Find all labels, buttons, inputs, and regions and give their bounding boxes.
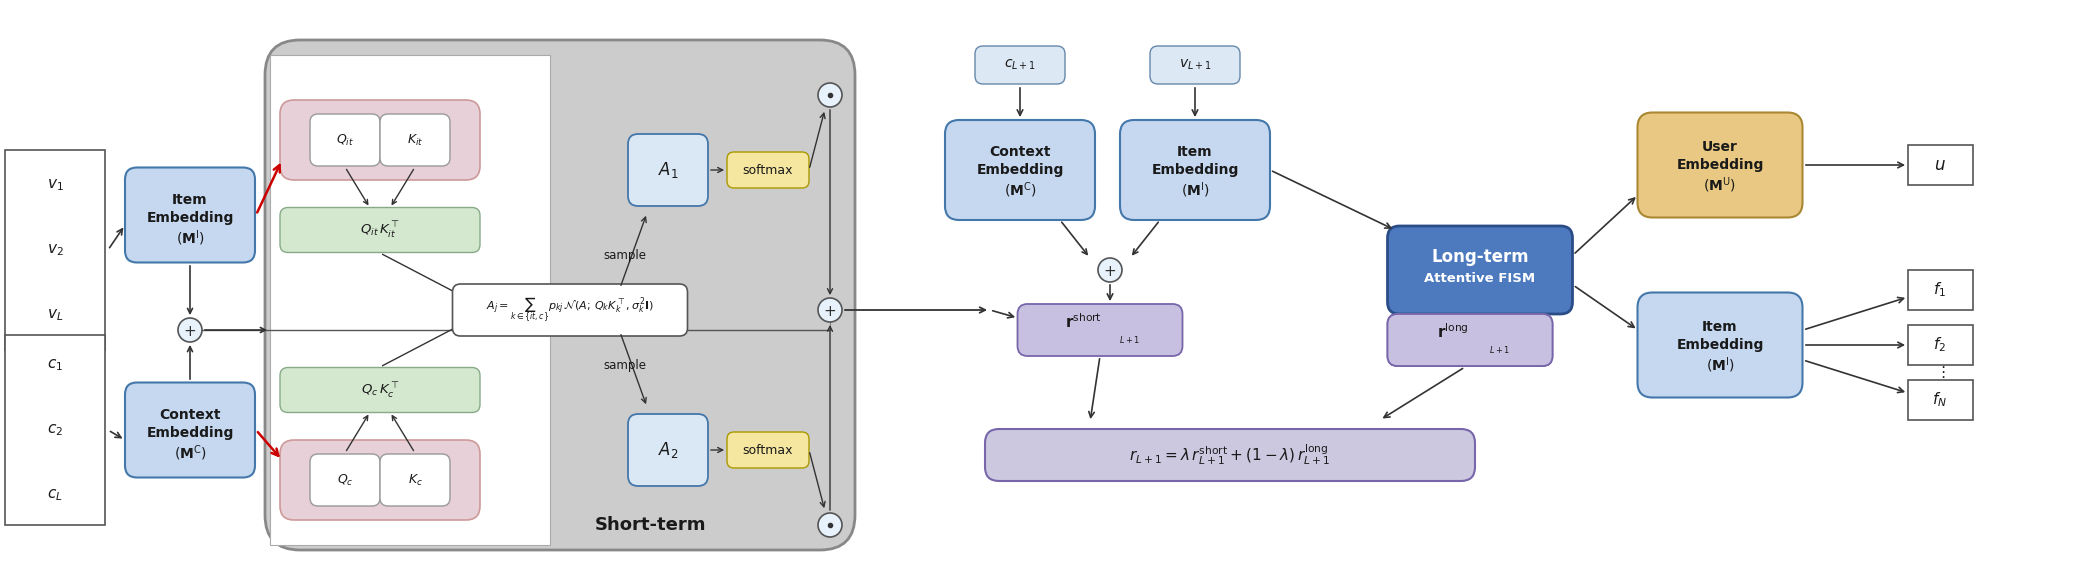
Text: $(\mathbf{M}^\mathrm{U})$: $(\mathbf{M}^\mathrm{U})$: [1704, 175, 1737, 195]
FancyBboxPatch shape: [628, 414, 707, 486]
Text: Embedding: Embedding: [1676, 158, 1764, 172]
Text: $K_{it}$: $K_{it}$: [408, 133, 422, 148]
Text: Context: Context: [990, 145, 1050, 159]
Circle shape: [1098, 258, 1121, 282]
Text: $_{L+1}$: $_{L+1}$: [1119, 333, 1140, 347]
Text: $Q_{it}$: $Q_{it}$: [337, 133, 354, 148]
FancyBboxPatch shape: [4, 335, 104, 525]
FancyBboxPatch shape: [4, 150, 104, 350]
FancyBboxPatch shape: [264, 40, 855, 550]
Text: $(\mathbf{M}^\mathrm{I})$: $(\mathbf{M}^\mathrm{I})$: [1181, 180, 1208, 200]
FancyBboxPatch shape: [628, 134, 707, 206]
FancyBboxPatch shape: [281, 100, 480, 180]
Text: $f_2$: $f_2$: [1934, 336, 1947, 354]
Text: $_{L+1}$: $_{L+1}$: [1489, 343, 1510, 356]
Text: $\mathbf{r}^\mathrm{short}$: $\mathbf{r}^\mathrm{short}$: [1065, 313, 1102, 331]
FancyBboxPatch shape: [281, 440, 480, 520]
Text: $v_2$: $v_2$: [46, 242, 62, 258]
Text: softmax: softmax: [743, 164, 792, 176]
FancyBboxPatch shape: [728, 152, 809, 188]
FancyBboxPatch shape: [270, 55, 549, 545]
Text: +: +: [183, 324, 196, 339]
Text: $f_1$: $f_1$: [1934, 281, 1947, 300]
Text: $\mathbf{r}^\mathrm{long}$: $\mathbf{r}^\mathrm{long}$: [1437, 323, 1468, 342]
Text: Embedding: Embedding: [1676, 338, 1764, 352]
Text: Embedding: Embedding: [976, 163, 1063, 177]
Text: $A_1$: $A_1$: [657, 160, 678, 180]
Text: softmax: softmax: [743, 444, 792, 456]
Text: $A_2$: $A_2$: [657, 440, 678, 460]
FancyBboxPatch shape: [125, 168, 256, 262]
FancyBboxPatch shape: [1017, 304, 1184, 356]
Text: $c_{L+1}$: $c_{L+1}$: [1005, 58, 1036, 72]
Text: Short-term: Short-term: [595, 516, 705, 534]
Text: User: User: [1701, 140, 1739, 154]
Text: Embedding: Embedding: [146, 426, 233, 440]
FancyBboxPatch shape: [381, 454, 449, 506]
Text: $r_{L+1} = \lambda\, r^\mathrm{short}_{L+1} + (1 - \lambda)\, r^\mathrm{long}_{L: $r_{L+1} = \lambda\, r^\mathrm{short}_{L…: [1129, 443, 1331, 467]
Text: Embedding: Embedding: [146, 211, 233, 225]
Text: Attentive FISM: Attentive FISM: [1425, 272, 1535, 285]
FancyBboxPatch shape: [1907, 325, 1972, 365]
FancyBboxPatch shape: [1387, 226, 1572, 314]
FancyBboxPatch shape: [1637, 113, 1803, 218]
FancyBboxPatch shape: [1907, 380, 1972, 420]
Text: $c_2$: $c_2$: [48, 422, 62, 438]
Text: $(\mathbf{M}^\mathrm{I})$: $(\mathbf{M}^\mathrm{I})$: [1706, 355, 1735, 375]
FancyBboxPatch shape: [281, 367, 480, 413]
Text: sample: sample: [603, 249, 647, 262]
Text: $(\mathbf{M}^\mathrm{C})$: $(\mathbf{M}^\mathrm{C})$: [173, 443, 206, 463]
Text: $(\mathbf{M}^\mathrm{C})$: $(\mathbf{M}^\mathrm{C})$: [1005, 180, 1036, 200]
Text: $\mathbf{r}^\mathrm{long}$: $\mathbf{r}^\mathrm{long}$: [1437, 323, 1468, 342]
Text: $K_c$: $K_c$: [408, 472, 422, 487]
Text: Context: Context: [160, 408, 220, 422]
FancyBboxPatch shape: [1387, 314, 1552, 366]
Text: $c_L$: $c_L$: [48, 487, 62, 503]
FancyBboxPatch shape: [310, 454, 381, 506]
Text: $Q_c$: $Q_c$: [337, 472, 354, 487]
FancyBboxPatch shape: [1907, 270, 1972, 310]
Circle shape: [179, 318, 202, 342]
FancyBboxPatch shape: [1150, 46, 1240, 84]
FancyBboxPatch shape: [1119, 120, 1271, 220]
FancyBboxPatch shape: [1387, 314, 1552, 366]
Text: $_{L+1}$: $_{L+1}$: [1489, 343, 1510, 356]
FancyBboxPatch shape: [381, 114, 449, 166]
Text: $f_N$: $f_N$: [1932, 391, 1947, 409]
FancyBboxPatch shape: [986, 429, 1475, 481]
Text: +: +: [1104, 264, 1117, 279]
Text: $c_1$: $c_1$: [48, 357, 62, 373]
Text: $Q_c\,K_c^\top$: $Q_c\,K_c^\top$: [360, 380, 399, 400]
Circle shape: [817, 83, 842, 107]
Text: $A_j = \sum_{k \in \{it,c\}} p_{kj}\,\mathcal{N}(A;\,Q_k K_k^\top, \sigma_k^2 \m: $A_j = \sum_{k \in \{it,c\}} p_{kj}\,\ma…: [487, 296, 653, 324]
Text: $u$: $u$: [1934, 156, 1947, 174]
FancyBboxPatch shape: [1907, 145, 1972, 185]
FancyBboxPatch shape: [944, 120, 1094, 220]
FancyBboxPatch shape: [976, 46, 1065, 84]
Text: Item: Item: [173, 193, 208, 207]
Text: +: +: [824, 304, 836, 319]
Text: Item: Item: [1701, 320, 1737, 334]
FancyBboxPatch shape: [1637, 293, 1803, 398]
Text: Long-term: Long-term: [1431, 248, 1529, 266]
Text: Item: Item: [1177, 145, 1213, 159]
Text: $v_1$: $v_1$: [46, 177, 62, 193]
FancyBboxPatch shape: [453, 284, 688, 336]
Text: $Q_{it}\,K_{it}^\top$: $Q_{it}\,K_{it}^\top$: [360, 220, 399, 240]
FancyBboxPatch shape: [125, 382, 256, 478]
FancyBboxPatch shape: [728, 432, 809, 468]
Text: Embedding: Embedding: [1152, 163, 1240, 177]
Text: $\vdots$: $\vdots$: [1934, 364, 1945, 380]
FancyBboxPatch shape: [281, 207, 480, 253]
Text: $(\mathbf{M}^\mathrm{I})$: $(\mathbf{M}^\mathrm{I})$: [175, 228, 204, 248]
Circle shape: [817, 298, 842, 322]
Text: $v_{L+1}$: $v_{L+1}$: [1179, 58, 1211, 72]
Text: $v_L$: $v_L$: [48, 307, 62, 323]
Circle shape: [817, 513, 842, 537]
Text: sample: sample: [603, 359, 647, 371]
FancyBboxPatch shape: [310, 114, 381, 166]
